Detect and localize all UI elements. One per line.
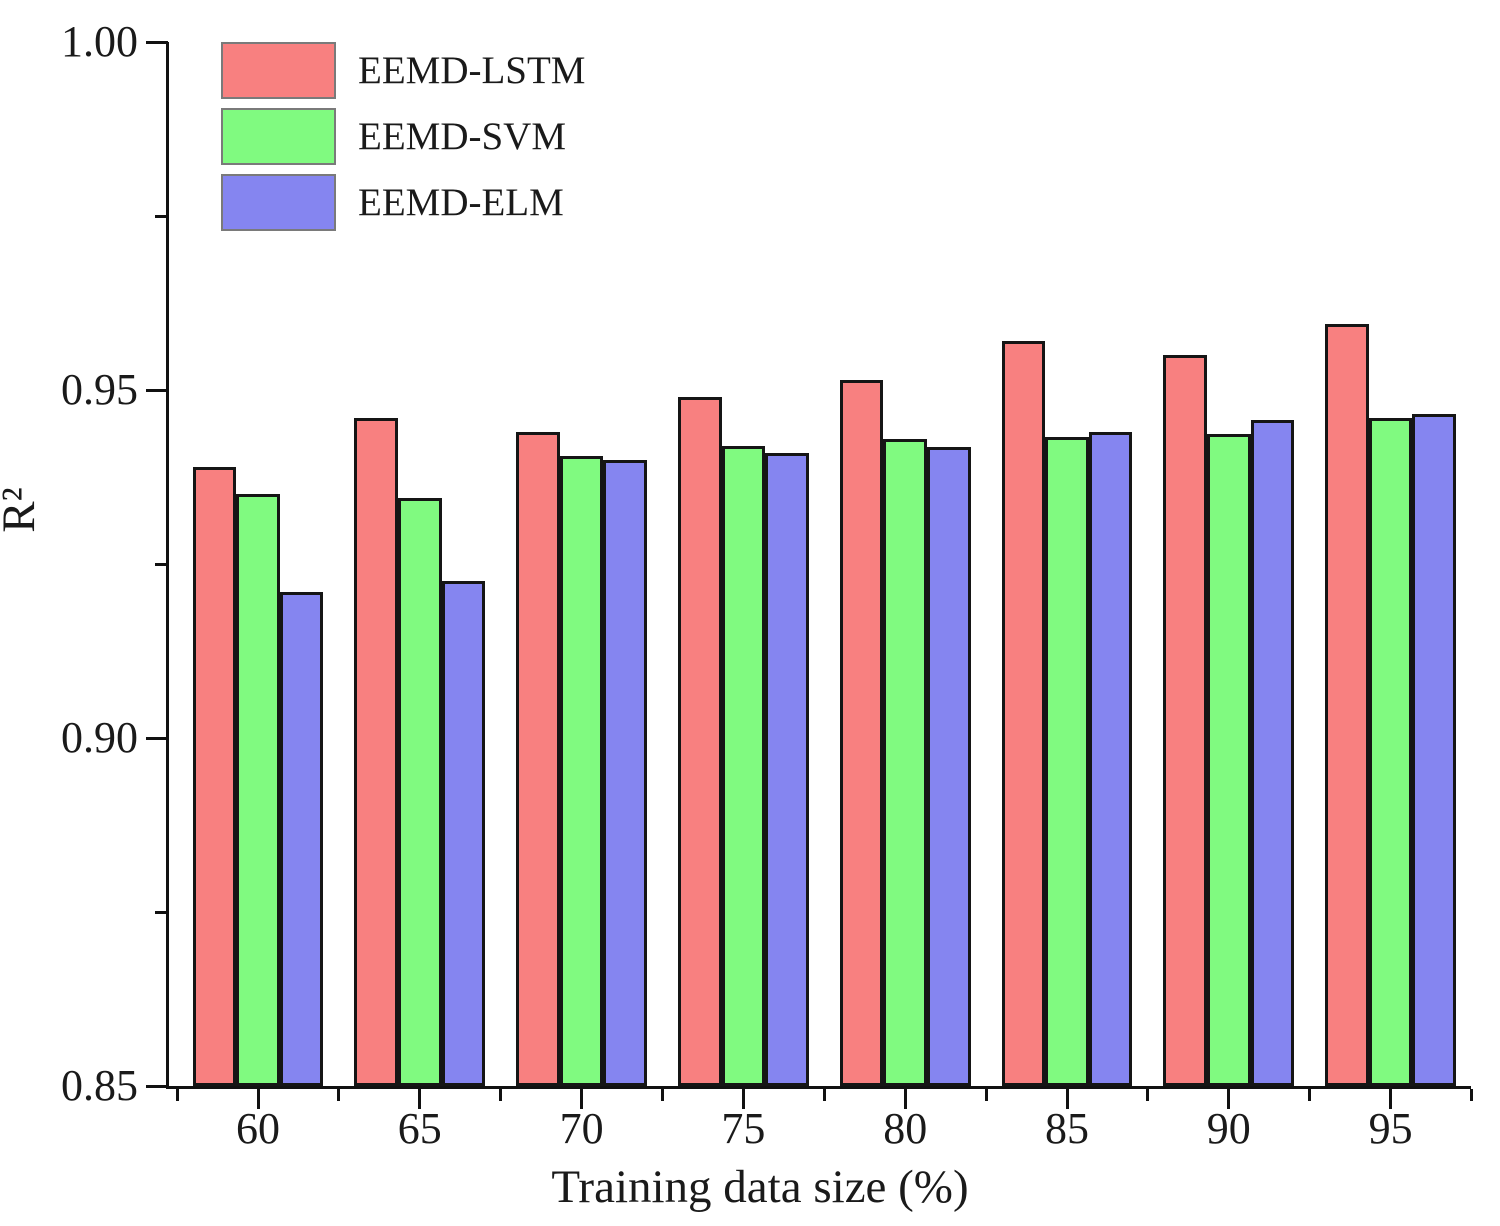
bar-eemd-elm-85 [1088, 431, 1133, 1086]
x-major-tick-90 [1227, 1089, 1231, 1109]
y-minor-tick [155, 214, 168, 218]
y-major-tick-0.90 [146, 736, 168, 740]
y-major-tick-1.00 [146, 40, 168, 44]
x-tick-label-75: 75 [721, 1104, 766, 1153]
x-major-tick-70 [580, 1089, 584, 1109]
x-tick-label-65: 65 [397, 1104, 442, 1153]
bar-eemd-lstm-75 [678, 397, 722, 1086]
bar-eemd-svm-85 [1045, 436, 1089, 1086]
y-major-tick-0.85 [146, 1084, 168, 1088]
x-minor-tick [1308, 1089, 1312, 1101]
x-major-tick-60 [256, 1089, 260, 1109]
x-axis-title: Training data size (%) [551, 1161, 969, 1213]
bar-eemd-svm-75 [721, 445, 766, 1086]
bar-eemd-svm-65 [398, 497, 442, 1086]
x-tick-label-85: 85 [1045, 1104, 1089, 1153]
x-major-tick-95 [1389, 1089, 1393, 1109]
legend: EEMD-LSTM EEMD-SVM EEMD-ELM [221, 42, 586, 231]
x-tick-label-70: 70 [559, 1104, 604, 1153]
legend-label-eemd-svm: EEMD-SVM [358, 115, 567, 158]
y-major-tick-0.95 [146, 388, 168, 392]
bar-eemd-svm-80 [883, 438, 927, 1086]
legend-item-eemd-lstm: EEMD-LSTM [221, 42, 586, 99]
bar-eemd-elm-75 [765, 452, 809, 1086]
bar-eemd-elm-70 [603, 459, 647, 1086]
x-minor-tick [1146, 1089, 1150, 1101]
x-minor-tick [499, 1089, 503, 1101]
y-tick-label-0.85: 0.85 [61, 1061, 138, 1110]
legend-swatch-eemd-lstm [221, 42, 336, 99]
x-major-tick-65 [418, 1089, 422, 1109]
bar-eemd-elm-95 [1412, 414, 1456, 1086]
bar-eemd-lstm-60 [192, 466, 237, 1086]
bar-eemd-elm-80 [927, 447, 971, 1086]
bar-eemd-elm-60 [279, 591, 324, 1086]
plot-area [168, 42, 1471, 1086]
bar-eemd-lstm-65 [354, 417, 398, 1086]
bar-eemd-lstm-95 [1325, 323, 1369, 1086]
x-minor-tick [175, 1089, 179, 1101]
legend-label-eemd-lstm: EEMD-LSTM [358, 49, 586, 92]
x-tick-label-95: 95 [1368, 1104, 1413, 1153]
x-major-tick-75 [741, 1089, 745, 1109]
y-minor-tick [155, 562, 168, 566]
bar-eemd-lstm-80 [839, 379, 884, 1086]
bar-eemd-svm-95 [1368, 417, 1413, 1086]
x-axis-line [166, 1086, 1471, 1089]
y-tick-label-1.00: 1.00 [61, 17, 138, 66]
bar-eemd-elm-90 [1250, 419, 1295, 1086]
bar-eemd-svm-90 [1207, 433, 1251, 1086]
x-tick-label-90: 90 [1206, 1104, 1251, 1153]
bar-eemd-lstm-90 [1163, 355, 1207, 1086]
y-axis-title: R² [0, 487, 45, 533]
x-minor-tick [1470, 1089, 1473, 1101]
bar-eemd-lstm-70 [516, 431, 560, 1086]
y-axis-line [166, 42, 169, 1089]
y-tick-label-0.90: 0.90 [61, 713, 138, 762]
legend-label-eemd-elm: EEMD-ELM [358, 181, 564, 224]
x-minor-tick [822, 1089, 826, 1101]
bar-eemd-svm-60 [236, 494, 280, 1086]
x-major-tick-85 [1065, 1089, 1069, 1109]
y-tick-label-0.95: 0.95 [61, 365, 138, 414]
legend-item-eemd-elm: EEMD-ELM [221, 174, 586, 231]
x-minor-tick [661, 1089, 664, 1101]
x-minor-tick [337, 1089, 341, 1101]
legend-swatch-eemd-elm [221, 174, 336, 231]
y-minor-tick [155, 910, 168, 914]
x-tick-label-60: 60 [236, 1104, 280, 1153]
legend-item-eemd-svm: EEMD-SVM [221, 108, 586, 165]
x-tick-label-80: 80 [883, 1104, 928, 1153]
x-major-tick-80 [903, 1089, 907, 1109]
legend-swatch-eemd-svm [221, 108, 336, 165]
bar-eemd-elm-65 [441, 581, 486, 1086]
bar-eemd-lstm-85 [1001, 341, 1046, 1086]
bar-eemd-svm-70 [559, 456, 604, 1086]
x-minor-tick [984, 1089, 988, 1101]
